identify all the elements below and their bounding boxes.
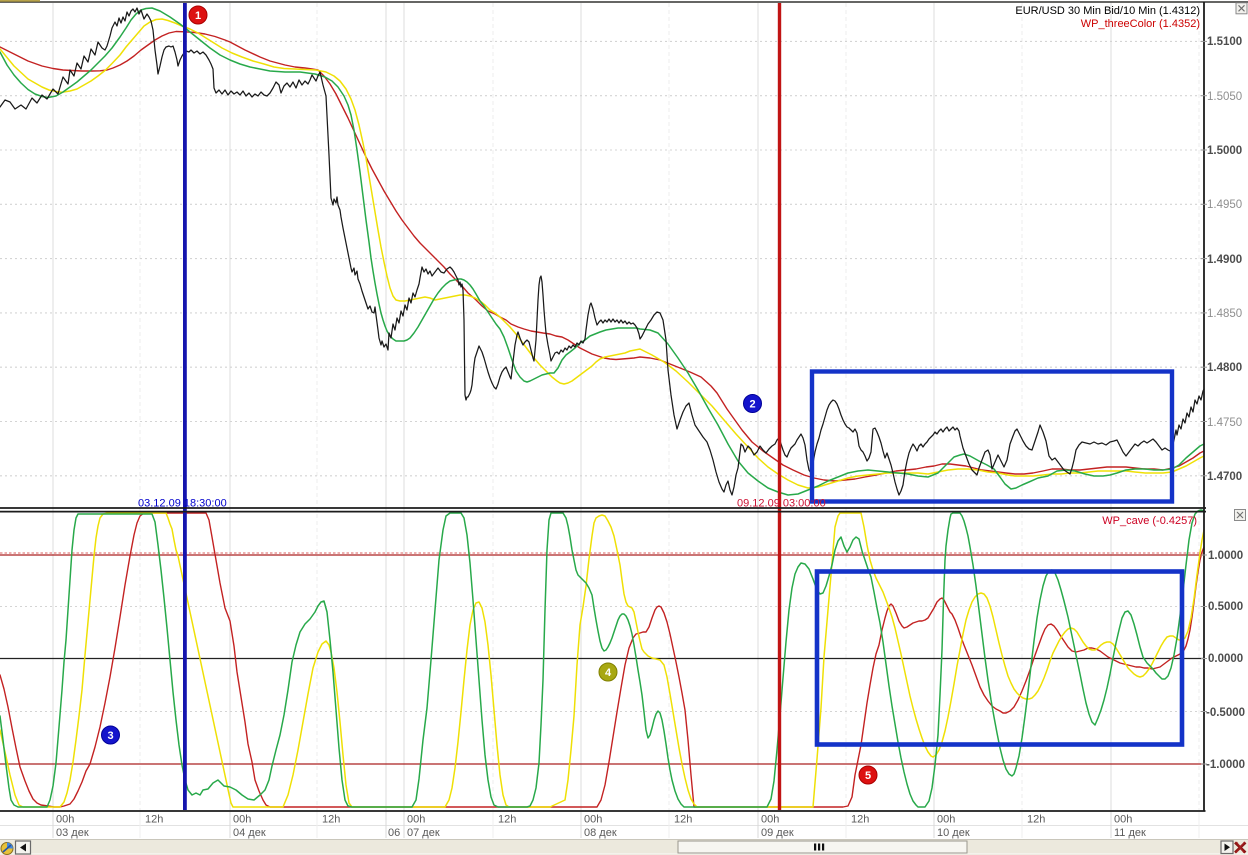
svg-text:4: 4 bbox=[605, 667, 612, 679]
svg-text:12h: 12h bbox=[1027, 814, 1045, 826]
svg-text:WP_threeColor (1.4352): WP_threeColor (1.4352) bbox=[1081, 18, 1200, 30]
svg-text:EUR/USD 30 Min Bid/10 Min (1.4: EUR/USD 30 Min Bid/10 Min (1.4312) bbox=[1015, 5, 1200, 17]
svg-text:1.4800: 1.4800 bbox=[1207, 362, 1242, 374]
svg-text:1.4750: 1.4750 bbox=[1207, 417, 1242, 429]
svg-text:1.4700: 1.4700 bbox=[1207, 471, 1242, 483]
svg-text:00h: 00h bbox=[761, 814, 779, 826]
svg-text:00h: 00h bbox=[1114, 814, 1132, 826]
svg-text:00h: 00h bbox=[584, 814, 602, 826]
svg-text:-1.0000: -1.0000 bbox=[1206, 759, 1245, 771]
svg-text:1: 1 bbox=[195, 10, 201, 22]
svg-text:1.0000: 1.0000 bbox=[1208, 550, 1243, 562]
svg-text:12h: 12h bbox=[322, 814, 340, 826]
svg-text:1.5000: 1.5000 bbox=[1207, 145, 1242, 157]
svg-text:1.5100: 1.5100 bbox=[1207, 36, 1242, 48]
svg-text:03 дек: 03 дек bbox=[56, 827, 89, 839]
svg-text:12h: 12h bbox=[498, 814, 516, 826]
svg-text:08 дек: 08 дек bbox=[584, 827, 617, 839]
svg-text:11 дек: 11 дек bbox=[1114, 827, 1146, 839]
svg-text:1.5050: 1.5050 bbox=[1207, 91, 1242, 103]
svg-text:12h: 12h bbox=[851, 814, 869, 826]
svg-text:00h: 00h bbox=[233, 814, 251, 826]
svg-text:1.4900: 1.4900 bbox=[1207, 254, 1242, 266]
svg-text:3: 3 bbox=[107, 730, 113, 742]
svg-text:1.4950: 1.4950 bbox=[1207, 199, 1242, 211]
svg-text:10 дек: 10 дек bbox=[937, 827, 970, 839]
svg-text:09 дек: 09 дек bbox=[761, 827, 794, 839]
svg-text:5: 5 bbox=[865, 770, 871, 782]
svg-text:07 дек: 07 дек bbox=[407, 827, 440, 839]
svg-text:0.5000: 0.5000 bbox=[1208, 601, 1243, 613]
svg-text:1.4850: 1.4850 bbox=[1207, 308, 1242, 320]
svg-text:12h: 12h bbox=[145, 814, 163, 826]
svg-text:2: 2 bbox=[749, 399, 755, 411]
svg-text:00h: 00h bbox=[937, 814, 955, 826]
svg-text:03.12.09 18:30:00: 03.12.09 18:30:00 bbox=[138, 498, 227, 510]
svg-text:00h: 00h bbox=[56, 814, 74, 826]
svg-text:12h: 12h bbox=[674, 814, 692, 826]
svg-text:04 дек: 04 дек bbox=[233, 827, 266, 839]
svg-text:0.0000: 0.0000 bbox=[1208, 653, 1243, 665]
svg-text:-0.5000: -0.5000 bbox=[1206, 707, 1245, 719]
svg-text:00h: 00h bbox=[407, 814, 425, 826]
svg-text:WP_cave (-0.4257): WP_cave (-0.4257) bbox=[1102, 515, 1197, 527]
svg-text:06: 06 bbox=[388, 827, 400, 839]
svg-text:09.12.09 03:00:00: 09.12.09 03:00:00 bbox=[737, 498, 826, 510]
